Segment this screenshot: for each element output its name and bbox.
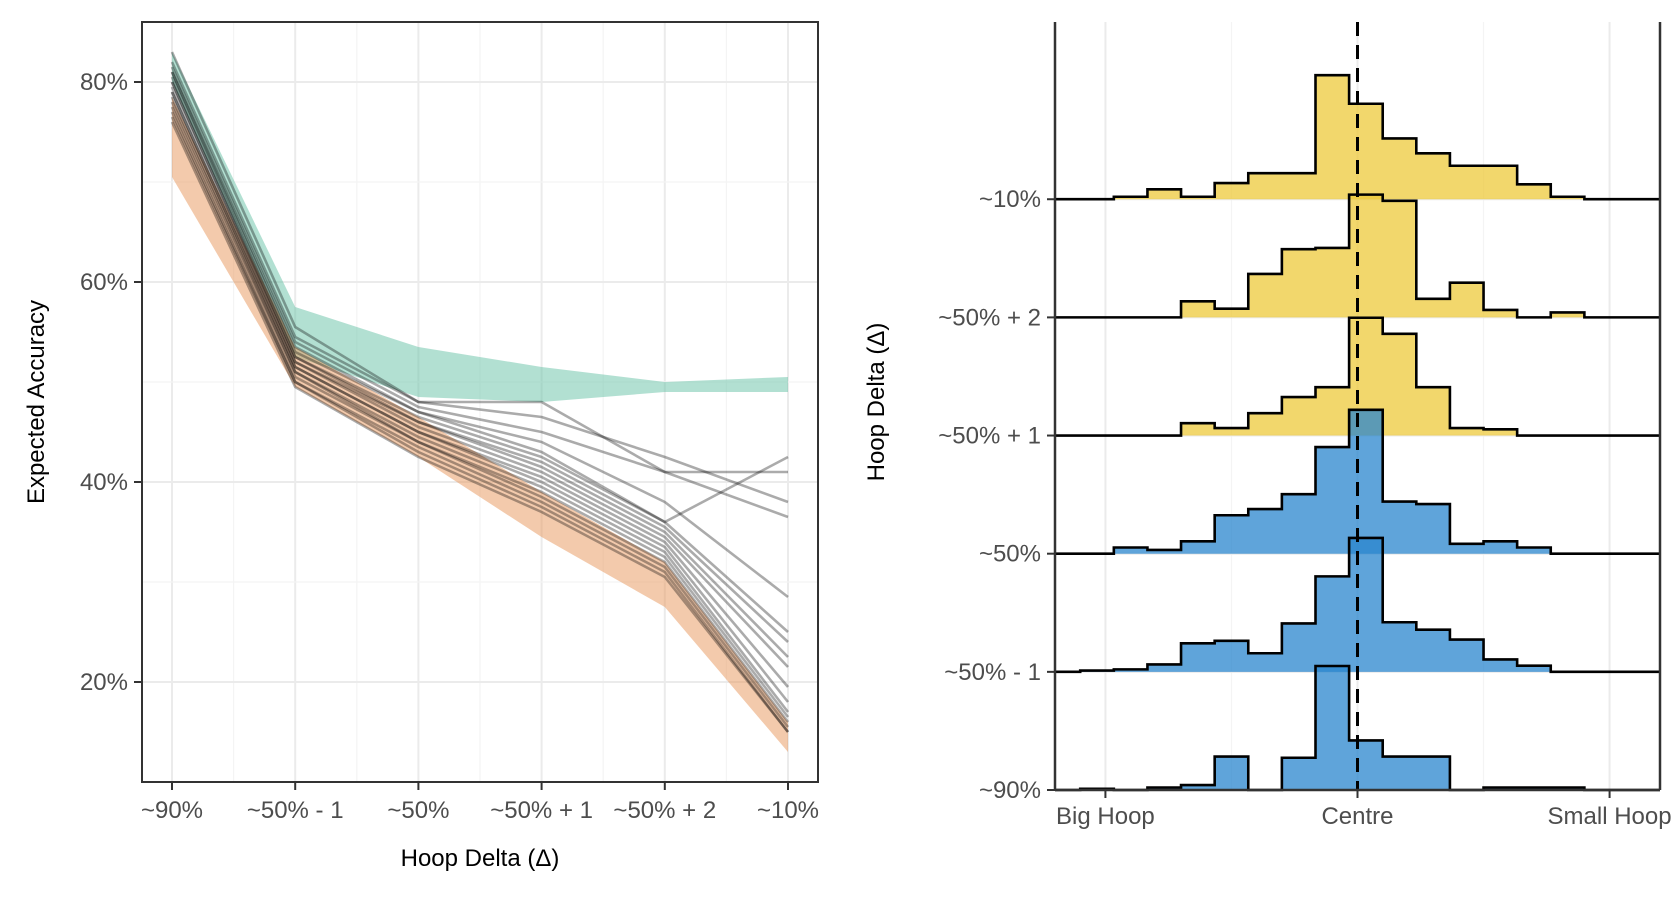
right-y-ticks: ~90% ~50% - 1 ~50% ~50% + 1 ~50% + 2 ~10% bbox=[938, 186, 1055, 804]
series-line-15 bbox=[170, 116, 790, 733]
series-line-14 bbox=[170, 111, 790, 728]
y-tick-label: ~90% bbox=[979, 777, 1041, 804]
series-line-4 bbox=[170, 71, 789, 524]
series-line-3 bbox=[170, 71, 789, 599]
x-tick-label: Centre bbox=[1321, 803, 1393, 830]
histogram-rows bbox=[1055, 73, 1660, 792]
series-lines bbox=[170, 51, 790, 733]
histogram-outline-row-3 bbox=[1055, 316, 1660, 437]
left-x-axis-title: Hoop Delta (Δ) bbox=[401, 845, 560, 872]
y-tick-label: ~50% + 1 bbox=[938, 423, 1041, 450]
series-line-10 bbox=[170, 91, 790, 703]
left-x-ticks: ~90% ~50% - 1 ~50% ~50% + 1 ~50% + 2 ~10% bbox=[141, 782, 819, 824]
y-tick-label: 40% bbox=[80, 469, 128, 496]
y-tick-label: 80% bbox=[80, 69, 128, 96]
x-tick-label: ~90% bbox=[141, 797, 203, 824]
left-y-ticks: 20% 40% 60% 80% bbox=[80, 69, 142, 696]
series-line-1 bbox=[170, 61, 788, 474]
right-x-ticks: Big Hoop Centre Small Hoop bbox=[1056, 790, 1672, 830]
series-line-5 bbox=[170, 76, 789, 633]
x-tick-label: ~50% + 1 bbox=[490, 797, 593, 824]
series-line-12 bbox=[170, 101, 790, 718]
histogram-outline-row-1 bbox=[1055, 536, 1660, 674]
series-line-0 bbox=[170, 51, 789, 504]
series-line-9 bbox=[170, 91, 789, 688]
left-plot-border bbox=[141, 21, 819, 783]
left-chart: ~90% ~50% - 1 ~50% ~50% + 1 ~50% + 2 ~10% 20%… bbox=[23, 21, 819, 872]
histogram-outline-row-4 bbox=[1055, 193, 1660, 319]
confidence-band-1 bbox=[172, 97, 788, 752]
right-chart: Big Hoop Centre Small Hoop ~90% ~50% - 1 ~50… bbox=[863, 22, 1672, 830]
histogram-fill-row-5 bbox=[1055, 75, 1618, 200]
histogram-fill-row-2 bbox=[1055, 409, 1618, 554]
histogram-fill-row-4 bbox=[1055, 194, 1618, 318]
x-tick-label: ~50% bbox=[387, 797, 449, 824]
x-tick-label: ~50% + 2 bbox=[613, 797, 716, 824]
x-tick-label: ~50% - 1 bbox=[247, 797, 344, 824]
y-tick-label: ~10% bbox=[979, 186, 1041, 213]
series-line-13 bbox=[170, 106, 790, 723]
y-tick-label: ~50% - 1 bbox=[944, 659, 1041, 686]
histogram-fill-row-3 bbox=[1055, 317, 1618, 436]
y-tick-label: ~50% + 2 bbox=[938, 304, 1041, 331]
x-tick-label: Big Hoop bbox=[1056, 803, 1155, 830]
series-line-11 bbox=[170, 96, 790, 713]
right-y-axis-title: Hoop Delta (Δ) bbox=[863, 323, 890, 482]
y-tick-label: ~50% bbox=[979, 541, 1041, 568]
x-tick-label: Small Hoop bbox=[1548, 803, 1672, 830]
y-tick-label: 20% bbox=[80, 669, 128, 696]
series-line-6 bbox=[170, 81, 789, 643]
series-line-7 bbox=[170, 81, 789, 658]
histogram-fill-row-0 bbox=[1055, 666, 1618, 790]
histogram-outline-row-5 bbox=[1055, 73, 1660, 201]
histogram-outline-row-2 bbox=[1055, 408, 1660, 555]
left-y-axis-title: Expected Accuracy bbox=[23, 300, 50, 504]
x-tick-label: ~10% bbox=[757, 797, 819, 824]
histogram-fill-row-1 bbox=[1055, 537, 1618, 672]
series-line-16 bbox=[170, 121, 790, 733]
confidence-bands bbox=[172, 52, 788, 752]
series-line-8 bbox=[170, 86, 789, 668]
series-line-2 bbox=[170, 66, 789, 519]
y-tick-label: 60% bbox=[80, 269, 128, 296]
